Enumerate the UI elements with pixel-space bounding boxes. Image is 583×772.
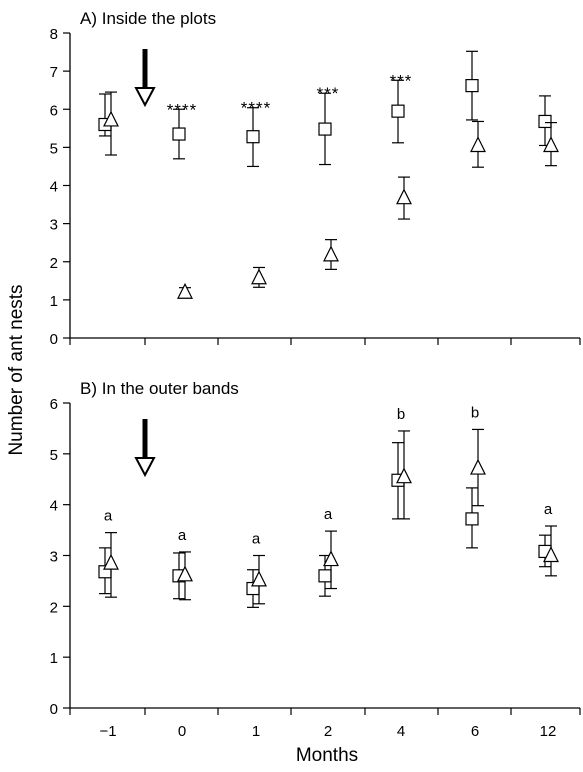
data-point-triangle bbox=[323, 245, 339, 262]
data-point-square bbox=[318, 122, 332, 136]
data-point-triangle bbox=[543, 136, 559, 153]
x-axis-label: Months bbox=[296, 745, 358, 766]
y-tick-label: 1 bbox=[50, 293, 58, 310]
data-point-triangle bbox=[323, 550, 339, 567]
y-tick-label: 4 bbox=[50, 498, 58, 515]
treatment-arrow-head bbox=[134, 457, 156, 478]
chart-title: B) In the outer bands bbox=[80, 379, 239, 398]
data-point-square bbox=[465, 512, 479, 526]
data-point-triangle bbox=[396, 467, 412, 484]
data-point-square bbox=[538, 114, 552, 129]
x-tick-label: 6 bbox=[471, 723, 479, 740]
y-tick-label: 3 bbox=[50, 549, 58, 566]
data-point-square bbox=[465, 79, 479, 93]
data-point-triangle bbox=[177, 565, 193, 582]
y-tick-label: 6 bbox=[50, 396, 58, 413]
y-tick-label: 3 bbox=[50, 217, 58, 234]
data-point-triangle bbox=[103, 110, 119, 127]
significance-annotation: a bbox=[178, 527, 187, 544]
x-tick-label: −1 bbox=[99, 723, 116, 740]
y-tick-label: 8 bbox=[50, 26, 58, 43]
significance-annotation: **** bbox=[167, 100, 197, 119]
data-point-triangle bbox=[470, 136, 486, 153]
treatment-arrow-head bbox=[134, 87, 156, 108]
data-point-square bbox=[391, 104, 405, 118]
significance-annotation: b bbox=[397, 406, 405, 423]
x-tick-label: 2 bbox=[324, 723, 332, 740]
data-point-triangle bbox=[177, 282, 193, 299]
data-point-triangle bbox=[251, 268, 267, 285]
chart-title: A) Inside the plots bbox=[80, 9, 216, 28]
data-point-square bbox=[318, 569, 332, 583]
y-tick-label: 4 bbox=[50, 179, 58, 196]
significance-annotation: b bbox=[471, 404, 479, 421]
y-tick-label: 7 bbox=[50, 64, 58, 81]
significance-annotation: a bbox=[324, 506, 333, 523]
y-tick-label: 2 bbox=[50, 255, 58, 272]
x-tick-label: 4 bbox=[397, 723, 405, 740]
significance-annotation: *** bbox=[390, 71, 413, 90]
y-tick-label: 0 bbox=[50, 331, 58, 348]
y-tick-label: 0 bbox=[50, 701, 58, 718]
y-tick-label: 1 bbox=[50, 650, 58, 667]
data-point-triangle bbox=[470, 458, 486, 475]
data-point-triangle bbox=[103, 553, 119, 570]
data-point-square bbox=[246, 130, 260, 144]
y-axis-label: Number of ant nests bbox=[6, 284, 27, 455]
y-tick-label: 2 bbox=[50, 599, 58, 616]
data-point-triangle bbox=[251, 570, 267, 587]
y-tick-label: 5 bbox=[50, 140, 58, 157]
significance-annotation: a bbox=[252, 531, 261, 548]
significance-annotation: *** bbox=[317, 84, 340, 103]
data-point-square bbox=[172, 127, 186, 141]
x-tick-label: 12 bbox=[540, 723, 557, 740]
data-point-triangle bbox=[396, 188, 412, 205]
data-point-triangle bbox=[543, 546, 559, 563]
y-tick-label: 6 bbox=[50, 102, 58, 119]
x-tick-label: 1 bbox=[252, 723, 260, 740]
y-tick-label: 5 bbox=[50, 447, 58, 464]
significance-annotation: a bbox=[104, 508, 113, 525]
significance-annotation: **** bbox=[241, 99, 271, 118]
x-tick-label: 0 bbox=[178, 723, 186, 740]
significance-annotation: a bbox=[544, 501, 553, 518]
